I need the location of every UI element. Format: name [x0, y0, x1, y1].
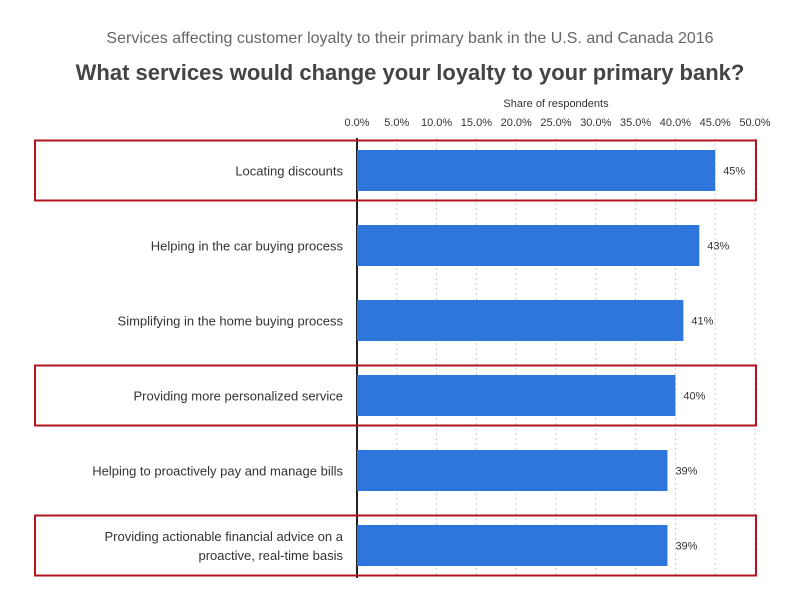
x-tick-label: 10.0%: [421, 117, 452, 129]
x-tick-label: 40.0%: [660, 117, 691, 129]
x-tick-label: 0.0%: [344, 117, 369, 129]
bar: [357, 375, 676, 416]
grid: [356, 138, 756, 578]
highlight-boxes: [34, 139, 757, 577]
bars: [357, 150, 716, 566]
bar: [357, 450, 668, 491]
highlight-box: [34, 364, 757, 427]
labels: 0.0% 5.0% 10.0% 15.0% 20.0% 25.0% 30.0% 35.0% 40…: [92, 117, 771, 563]
bar: [357, 225, 700, 266]
chart-subtitle: Services affecting customer loyalty to t…: [106, 30, 714, 47]
category-label: Providing actionable financial advice on…: [105, 529, 344, 544]
category-label: Simplifying in the home buying process: [118, 314, 344, 329]
data-label: 39%: [675, 466, 697, 478]
x-tick-label: 45.0%: [700, 117, 731, 129]
bar: [357, 525, 668, 566]
data-label: 39%: [675, 541, 697, 553]
data-label: 43%: [707, 241, 729, 253]
category-label: Providing more personalized service: [133, 389, 343, 404]
x-tick-label: 15.0%: [461, 117, 492, 129]
category-label: Helping to proactively pay and manage bi…: [92, 464, 343, 479]
x-tick-label: 5.0%: [384, 117, 409, 129]
category-label: proactive, real-time basis: [199, 548, 344, 563]
data-label: 45%: [723, 166, 745, 178]
bar: [357, 150, 716, 191]
x-tick-label: 25.0%: [540, 117, 571, 129]
highlight-box: [34, 514, 757, 577]
bar: [357, 300, 684, 341]
highlight-box: [34, 139, 757, 202]
chart-title: What services would change your loyalty …: [75, 60, 745, 85]
x-tick-label: 30.0%: [580, 117, 611, 129]
x-tick-label: 20.0%: [501, 117, 532, 129]
data-label: 41%: [691, 316, 713, 328]
x-axis-title: Share of respondents: [503, 98, 609, 110]
category-label: Locating discounts: [235, 164, 343, 179]
x-tick-label: 35.0%: [620, 117, 651, 129]
x-tick-label: 50.0%: [739, 117, 770, 129]
category-label: Helping in the car buying process: [151, 239, 344, 254]
data-label: 40%: [683, 391, 705, 403]
